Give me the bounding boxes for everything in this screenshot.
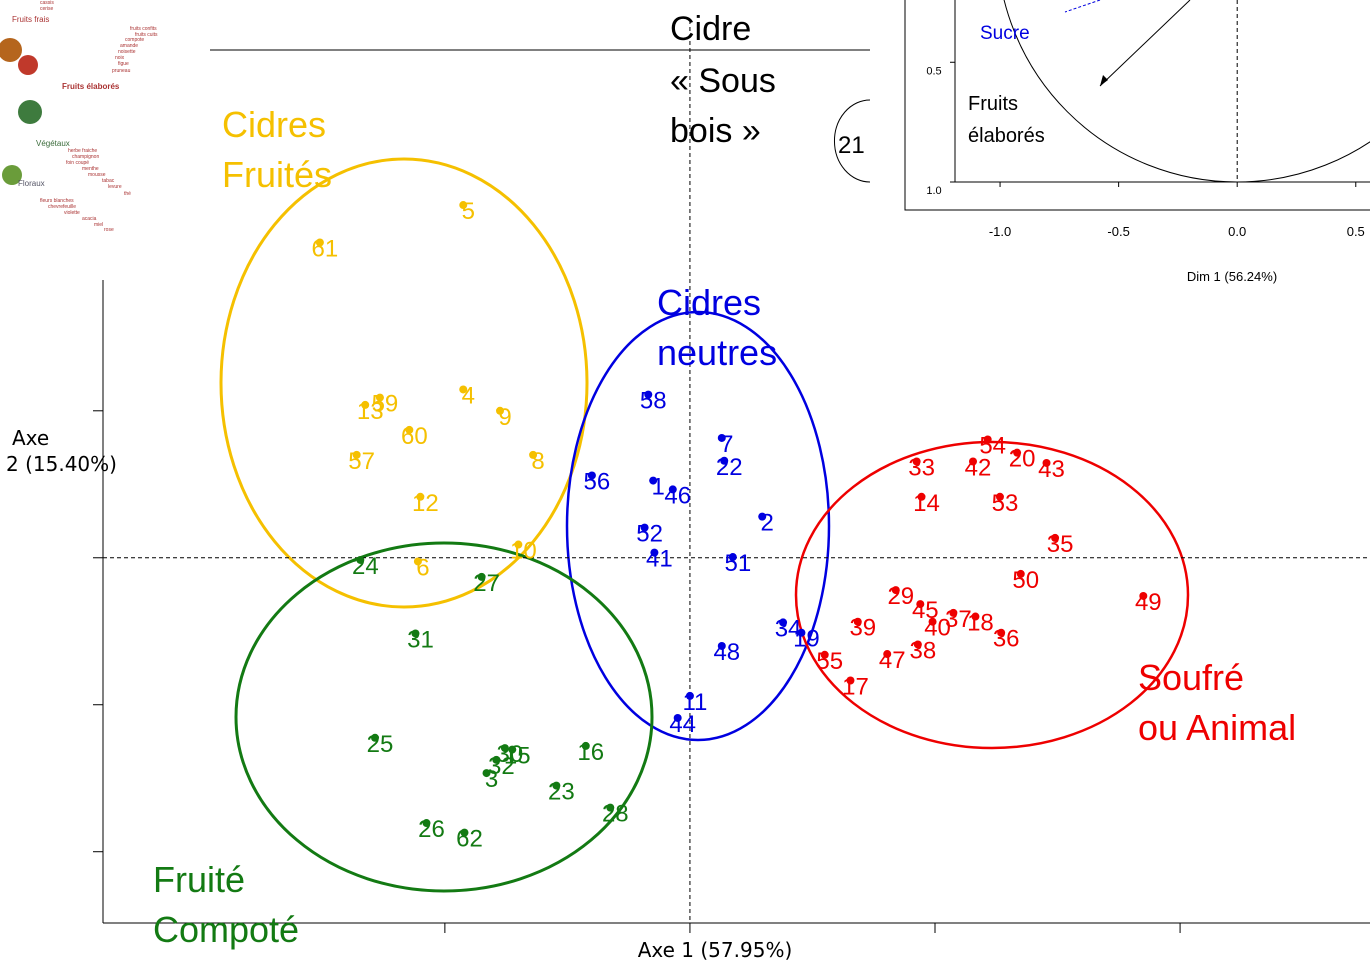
point-label: 2 [761,510,774,537]
x-tick-label: 0.5 [1347,224,1365,239]
point-label: 42 [965,455,992,482]
group-label: Végétaux [36,139,70,148]
point-label: 31 [407,626,434,653]
point-label: 33 [908,455,935,482]
cluster-ellipse [796,442,1188,748]
point-label: 49 [1135,589,1162,616]
annotation: bois » [670,112,761,150]
y-tick-label: 1.0 [926,185,941,197]
x-tick-label: 0.0 [1228,224,1246,239]
point-label: 52 [636,521,663,548]
point-label: 24 [352,553,379,580]
point-label: 9 [498,404,511,431]
point-label: 10 [510,538,537,565]
badge: 21 [838,132,865,159]
icon [0,38,22,62]
x-tick-label: -0.5 [1107,224,1129,239]
point-label: 50 [1012,567,1039,594]
aroma-wheel: Fruits frais Fruits élaborés Végétaux Fl… [0,15,120,188]
point-label: 41 [646,546,673,573]
group-label: Floraux [18,179,45,188]
cluster-ellipse [567,312,829,740]
point-label: 53 [992,490,1019,517]
inset-axis-label: Dim 1 (56.24%) [1187,269,1277,284]
aroma-words: cassiscerisefruits confitsfruits cuitsco… [40,0,158,233]
point-label: 36 [993,626,1020,653]
variable-label: Sucre [980,23,1030,44]
x-tick-label: -1.0 [989,224,1011,239]
y-tick-label: 0.5 [926,65,941,77]
point-label: 3 [485,766,498,793]
group-label: Fruits élaborés [62,82,120,91]
point-label: 44 [669,711,696,738]
point-label: 60 [401,423,428,450]
annotation: « Sous [670,62,776,100]
point-label: 8 [531,448,544,475]
point-label: 29 [887,583,914,610]
point-label: 26 [418,816,445,843]
chart: Fruits frais Fruits élaborés Végétaux Fl… [0,0,1370,968]
point-label: 47 [879,647,906,674]
point-label: 20 [1009,446,1036,473]
cluster-name: CidresFruités [222,104,332,195]
icon [18,55,38,75]
point-label: 16 [577,739,604,766]
aroma-word: cerise [40,6,54,12]
x-axis-label: Axe 1 (57.95%) [638,938,793,962]
point-label: 43 [1038,456,1065,483]
point-label: 5 [462,198,475,225]
point-label: 35 [1047,531,1074,558]
point-label: 55 [816,648,843,675]
point-label: 57 [348,448,375,475]
icon [18,100,42,124]
point-label: 27 [473,570,500,597]
point-label: 14 [913,490,940,517]
point-label: 4 [462,382,475,409]
annotation: Cidre [670,10,751,48]
point-label: 12 [412,490,439,517]
point-label: 39 [849,615,876,642]
aroma-word: miel [94,222,103,228]
point-label: 28 [602,801,629,828]
point-label: 51 [724,550,751,577]
aroma-word: levure [108,184,122,190]
point-label: 18 [967,610,994,637]
point-label: 1 [651,474,664,501]
point-label: 38 [909,637,936,664]
point-label: 61 [312,236,339,263]
aroma-word: pruneau [112,68,131,74]
point-label: 56 [584,468,611,495]
point-label: 22 [716,454,743,481]
page: Fruits frais Fruits élaborés Végétaux Fl… [0,0,1370,968]
aroma-word: thé [124,191,131,197]
point-label: 58 [640,388,667,415]
aroma-word: figue [118,61,129,67]
aroma-word: violette [64,210,80,216]
point-label: 62 [456,826,483,853]
point-label: 48 [713,639,740,666]
aroma-word: rose [104,227,114,233]
group-label: Fruits frais [12,15,49,24]
point-label: 23 [548,779,575,806]
point-label: 17 [842,673,869,700]
point-label: 46 [664,482,691,509]
point-label: 13 [357,398,384,425]
point-label: 6 [416,554,429,581]
point-label: 25 [367,731,394,758]
